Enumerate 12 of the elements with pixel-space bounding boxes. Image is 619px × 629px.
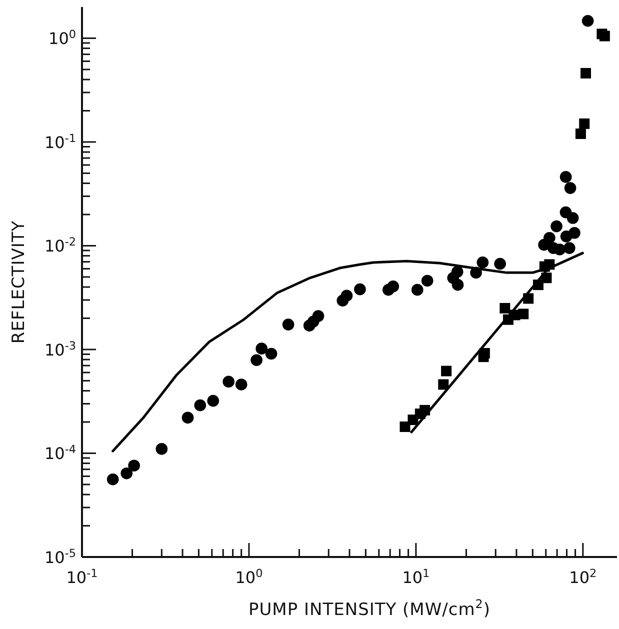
y-tick-label: 10$^{-2}$	[44, 235, 76, 256]
y-tick-label: 10$^{-1}$	[44, 131, 76, 152]
y-axis-title: REFLECTIVITY	[9, 220, 29, 344]
y-tick-label: 10$^{-4}$	[44, 442, 76, 464]
y-tick-label: 10$^{-5}$	[44, 546, 76, 567]
x-tick-label: 10$^{0}$	[235, 566, 263, 587]
y-tick-label: 10$^{0}$	[48, 28, 76, 48]
x-tick-label: 10$^{1}$	[402, 566, 430, 587]
x-axis-title: PUMP INTENSITY (MW/cm$^{2}$)	[248, 597, 491, 620]
x-tick-label: 10$^{-1}$	[66, 566, 98, 587]
y-tick-label: 10$^{-3}$	[44, 338, 76, 360]
x-tick-label: 10$^{2}$	[569, 566, 597, 587]
